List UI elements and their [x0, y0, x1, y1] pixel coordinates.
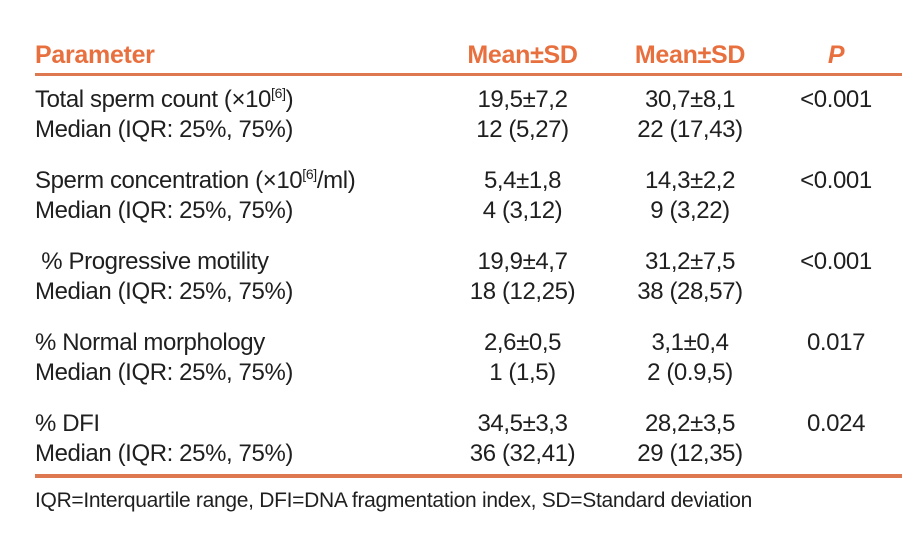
median-label-cell: Median (IQR: 25%, 75%) [35, 197, 293, 224]
table-row-group: % Normal morphology 2,6±0,5 3,1±0,4 0.01… [35, 328, 902, 388]
table-row: Median (IQR: 25%, 75%) 18 (12,25) 38 (28… [35, 277, 902, 307]
mean-sd-cell-1: 19,5±7,2 [477, 86, 568, 113]
parameter-cell: % Normal morphology [35, 328, 435, 358]
table-row: % Progressive motility 19,9±4,7 31,2±7,5… [35, 247, 902, 277]
header-rule [35, 73, 902, 76]
table-row-group: % Progressive motility 19,9±4,7 31,2±7,5… [35, 247, 902, 307]
table-header-row: Parameter Mean±SD Mean±SD P [35, 40, 902, 70]
p-value-cell: 0.017 [806, 329, 866, 356]
median-value-cell-1: 1 (1,5) [489, 359, 556, 386]
parameter-cell: % Progressive motility [35, 247, 435, 277]
table-row: % DFI 34,5±3,3 28,2±3,5 0.024 [35, 409, 902, 439]
mean-sd-cell-2: 31,2±7,5 [644, 248, 736, 275]
parameter-text: Total sperm count (×10 [35, 86, 271, 113]
column-header-parameter: Parameter [35, 41, 155, 69]
median-label-cell: Median (IQR: 25%, 75%) [35, 359, 293, 386]
column-header-mean-sd-1: Mean±SD [467, 41, 578, 69]
p-value-cell: <0.001 [800, 167, 872, 194]
table-row: Median (IQR: 25%, 75%) 1 (1,5) 2 (0.9,5) [35, 358, 902, 388]
parameter-cell: Total sperm count (×10[6]) [35, 85, 435, 115]
parameter-cell: Sperm concentration (×10[6]/ml) [35, 166, 435, 196]
parameter-superscript: [6] [302, 166, 317, 182]
column-header-p-value: P [827, 41, 845, 69]
median-value-cell-1: 4 (3,12) [482, 197, 563, 224]
median-value-cell-2: 22 (17,43) [637, 116, 743, 143]
parameter-text: % DFI [35, 410, 100, 437]
median-value-cell-2: 9 (3,22) [650, 197, 730, 224]
table-row: Total sperm count (×10[6]) 19,5±7,2 30,7… [35, 85, 902, 115]
median-label-cell: Median (IQR: 25%, 75%) [35, 440, 293, 467]
mean-sd-cell-2: 3,1±0,4 [651, 329, 729, 356]
table-row-group: Total sperm count (×10[6]) 19,5±7,2 30,7… [35, 85, 902, 145]
table-row: Median (IQR: 25%, 75%) 12 (5,27) 22 (17,… [35, 115, 902, 145]
table-row: Median (IQR: 25%, 75%) 4 (3,12) 9 (3,22) [35, 196, 902, 226]
median-label-cell: Median (IQR: 25%, 75%) [35, 278, 293, 305]
table-row: % Normal morphology 2,6±0,5 3,1±0,4 0.01… [35, 328, 902, 358]
column-header-mean-sd-2: Mean±SD [634, 41, 746, 69]
parameter-text-suffix: /ml) [316, 167, 356, 194]
parameter-text: % Progressive motility [35, 248, 269, 275]
parameter-text: % Normal morphology [35, 329, 265, 356]
mean-sd-cell-1: 19,9±4,7 [477, 248, 568, 275]
median-value-cell-2: 2 (0.9,5) [647, 359, 733, 386]
parameter-superscript: [6] [271, 85, 286, 101]
p-value-cell: <0.001 [800, 86, 872, 113]
footer-rule [35, 474, 902, 478]
p-value-cell: 0.024 [806, 410, 866, 437]
median-value-cell-1: 18 (12,25) [469, 278, 576, 305]
parameter-cell: % DFI [35, 409, 435, 439]
table-row-group: Sperm concentration (×10[6]/ml) 5,4±1,8 … [35, 166, 902, 226]
results-table: Parameter Mean±SD Mean±SD P Total sperm … [35, 40, 902, 514]
mean-sd-cell-1: 5,4±1,8 [483, 167, 562, 194]
mean-sd-cell-2: 14,3±2,2 [644, 167, 736, 194]
median-label-cell: Median (IQR: 25%, 75%) [35, 116, 293, 143]
parameter-text: Sperm concentration (×10 [35, 167, 303, 194]
mean-sd-cell-1: 2,6±0,5 [483, 329, 562, 356]
parameter-text-suffix: ) [285, 86, 294, 113]
mean-sd-cell-2: 28,2±3,5 [644, 410, 736, 437]
median-value-cell-1: 12 (5,27) [476, 116, 569, 143]
median-value-cell-1: 36 (32,41) [469, 440, 576, 467]
table-row-group: % DFI 34,5±3,3 28,2±3,5 0.024 Median (IQ… [35, 409, 902, 469]
table-row: Sperm concentration (×10[6]/ml) 5,4±1,8 … [35, 166, 902, 196]
table-row: Median (IQR: 25%, 75%) 36 (32,41) 29 (12… [35, 439, 902, 469]
table-footnote: IQR=Interquartile range, DFI=DNA fragmen… [35, 489, 752, 512]
p-value-cell: <0.001 [800, 248, 872, 275]
mean-sd-cell-2: 30,7±8,1 [644, 86, 736, 113]
mean-sd-cell-1: 34,5±3,3 [477, 410, 568, 437]
median-value-cell-2: 38 (28,57) [637, 278, 743, 305]
median-value-cell-2: 29 (12,35) [637, 440, 743, 467]
